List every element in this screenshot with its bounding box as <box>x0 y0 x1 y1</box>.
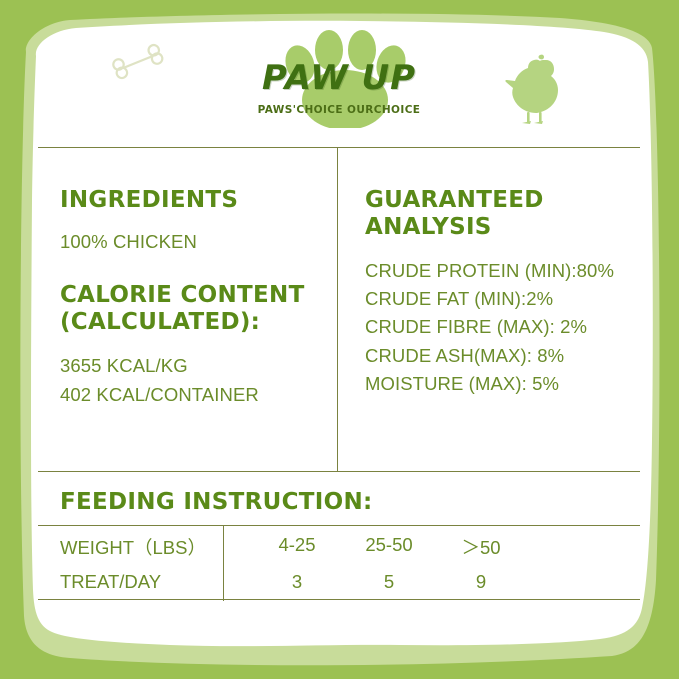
chicken-icon <box>505 54 558 124</box>
divider-top <box>38 147 640 148</box>
ingredients-item: 100% CHICKEN <box>60 231 197 253</box>
analysis-row-moisture: MOISTURE (MAX): 5% <box>365 372 560 394</box>
card-surface <box>31 20 653 647</box>
analysis-row-fibre: CRUDE FIBRE (MAX): 2% <box>365 316 588 338</box>
analysis-row-ash: CRUDE ASH(MAX): 8% <box>365 344 565 366</box>
label-header: PAW UP PAWS'CHOICE OURCHOICE <box>38 26 640 146</box>
calorie-value-per-kg: 3655 KCAL/KG <box>60 355 188 377</box>
info-columns: INGREDIENTS 100% CHICKEN CALORIE CONTENT… <box>38 147 640 472</box>
feeding-treats-value-1: 3 <box>291 570 303 592</box>
analysis-row-protein: CRUDE PROTEIN (MIN):80% <box>365 260 614 282</box>
logo-wordmark: PAW UP <box>261 58 417 98</box>
feeding-row-treats: TREAT/DAY 3 5 9 <box>38 563 640 600</box>
bone-icon <box>112 43 164 80</box>
calorie-title-line2: (CALCULATED): <box>60 309 261 336</box>
feeding-treats-value-3: 9 <box>475 570 487 592</box>
column-ingredients: INGREDIENTS 100% CHICKEN CALORIE CONTENT… <box>38 147 337 472</box>
feeding-title: FEEDING INSTRUCTION: <box>60 489 373 515</box>
calorie-title-line1: CALORIE CONTENT <box>60 282 305 309</box>
feeding-weight-range-3: ＞50 <box>461 536 501 558</box>
feeding-row-weight: WEIGHT（LBS） 4-25 25-50 ＞50 <box>38 526 640 563</box>
feeding-row-weight-label: WEIGHT（LBS） <box>60 536 206 558</box>
feeding-table-divider <box>223 526 224 601</box>
analysis-row-fat: CRUDE FAT (MIN):2% <box>365 288 554 310</box>
column-analysis: GUARANTEED ANALYSIS CRUDE PROTEIN (MIN):… <box>337 147 640 472</box>
feeding-weight-range-2: 25-50 <box>365 533 413 555</box>
feeding-treats-value-2: 5 <box>383 570 395 592</box>
analysis-title-line1: GUARANTEED <box>365 187 544 213</box>
ingredients-title: INGREDIENTS <box>60 187 239 213</box>
label-content: PAW UP PAWS'CHOICE OURCHOICE INGREDIENTS… <box>38 26 640 646</box>
divider-vertical <box>337 147 338 472</box>
calorie-value-per-container: 402 KCAL/CONTAINER <box>60 383 259 405</box>
feeding-section: FEEDING INSTRUCTION: WEIGHT（LBS） 4-25 25… <box>38 471 640 601</box>
feeding-table: WEIGHT（LBS） 4-25 25-50 ＞50 TREAT/DAY 3 5… <box>38 525 640 601</box>
analysis-title-line2: ANALYSIS <box>365 214 492 241</box>
feeding-row-treats-label: TREAT/DAY <box>60 570 162 592</box>
brand-logo: PAW UP PAWS'CHOICE OURCHOICE <box>214 28 464 128</box>
divider-middle <box>38 471 640 472</box>
feeding-weight-range-1: 4-25 <box>278 533 316 555</box>
logo-tagline: PAWS'CHOICE OURCHOICE <box>257 104 421 116</box>
paw-print-icon <box>285 30 406 128</box>
